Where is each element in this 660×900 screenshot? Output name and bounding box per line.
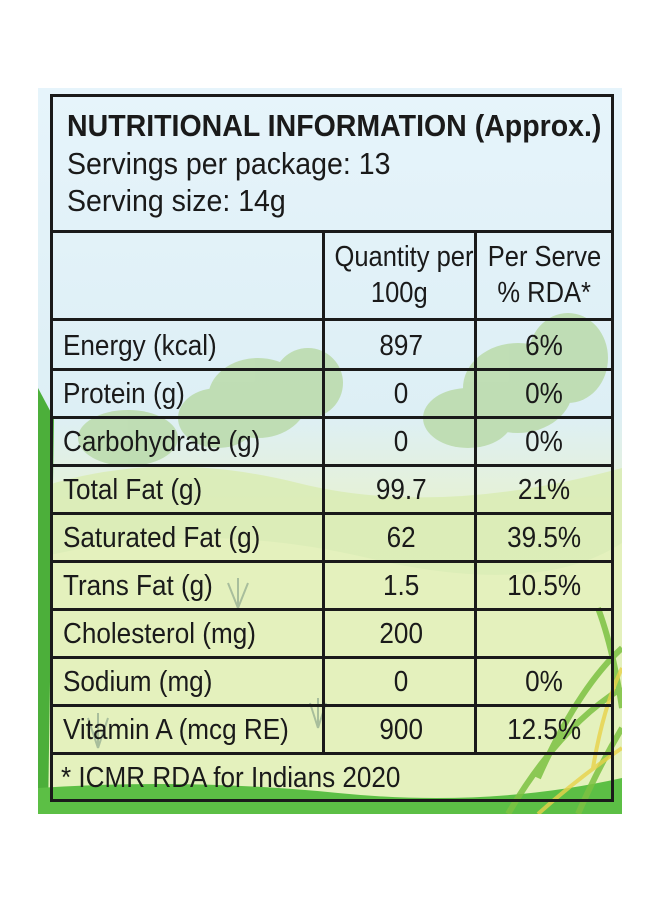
nutrient-rda: 12.5% — [506, 714, 581, 746]
nutrient-rda: 6% — [525, 330, 563, 362]
column-divider — [474, 233, 477, 755]
table-row: Trans Fat (g) 1.5 10.5% — [53, 563, 611, 611]
nutrient-name: Protein (g) — [63, 378, 185, 410]
nutrient-quantity: 200 — [379, 618, 423, 650]
table-title: NUTRITIONAL INFORMATION (Approx.) — [67, 108, 602, 143]
table-header: NUTRITIONAL INFORMATION (Approx.) Servin… — [53, 97, 611, 233]
quantity-header-line2: 100g — [371, 277, 428, 309]
footnote-text: * ICMR RDA for Indians 2020 — [61, 762, 401, 794]
table-row: Energy (kcal) 897 6% — [53, 323, 611, 371]
nutrient-quantity: 62 — [386, 522, 416, 554]
nutrient-name: Cholesterol (mg) — [63, 618, 256, 650]
nutrient-name: Total Fat (g) — [63, 474, 203, 506]
table-row: Cholesterol (mg) 200 — [53, 611, 611, 659]
nutrient-name: Saturated Fat (g) — [63, 522, 261, 554]
rda-header-line2: % RDA* — [497, 277, 591, 309]
nutrient-rda: 21% — [517, 474, 571, 506]
table-row: Total Fat (g) 99.7 21% — [53, 467, 611, 515]
nutrient-quantity: 1.5 — [382, 570, 420, 602]
table-row: Saturated Fat (g) 62 39.5% — [53, 515, 611, 563]
nutrient-quantity: 0 — [393, 666, 409, 698]
nutrient-rda: 0% — [525, 666, 563, 698]
label-background — [38, 88, 622, 814]
nutrient-rda: 0% — [525, 378, 563, 410]
nutrient-quantity: 900 — [379, 714, 423, 746]
nutrient-column-header — [53, 233, 322, 321]
rda-column-header: Per Serve % RDA* — [477, 233, 611, 321]
table-row: Sodium (mg) 0 0% — [53, 659, 611, 707]
nutrient-quantity: 0 — [393, 378, 409, 410]
nutrient-name: Energy (kcal) — [63, 330, 217, 362]
footnote: * ICMR RDA for Indians 2020 — [53, 755, 611, 799]
scenery-illustration — [38, 88, 622, 814]
nutrient-name: Trans Fat (g) — [63, 570, 213, 602]
table-row: Carbohydrate (g) 0 0% — [53, 419, 611, 467]
nutrient-name: Sodium (mg) — [63, 666, 213, 698]
nutrient-name: Vitamin A (mcg RE) — [63, 714, 289, 746]
nutrient-rda: 0% — [525, 426, 563, 458]
rda-header-line1: Per Serve — [487, 241, 601, 273]
quantity-column-header: Quantity per 100g — [325, 233, 474, 321]
nutrient-quantity: 99.7 — [375, 474, 427, 506]
nutrient-name: Carbohydrate (g) — [63, 426, 261, 458]
nutrient-rda: 10.5% — [506, 570, 581, 602]
column-divider — [322, 233, 325, 755]
nutrient-quantity: 897 — [379, 330, 423, 362]
nutrition-table: NUTRITIONAL INFORMATION (Approx.) Servin… — [50, 94, 614, 802]
grass-bottom — [38, 778, 622, 814]
serving-size: Serving size: 14g — [67, 183, 286, 218]
table-row: Protein (g) 0 0% — [53, 371, 611, 419]
servings-per-package: Servings per package: 13 — [67, 146, 391, 181]
quantity-header-line1: Quantity per — [334, 241, 474, 273]
table-row: Vitamin A (mcg RE) 900 12.5% — [53, 707, 611, 755]
nutrient-rda: 39.5% — [506, 522, 581, 554]
nutrient-quantity: 0 — [393, 426, 409, 458]
